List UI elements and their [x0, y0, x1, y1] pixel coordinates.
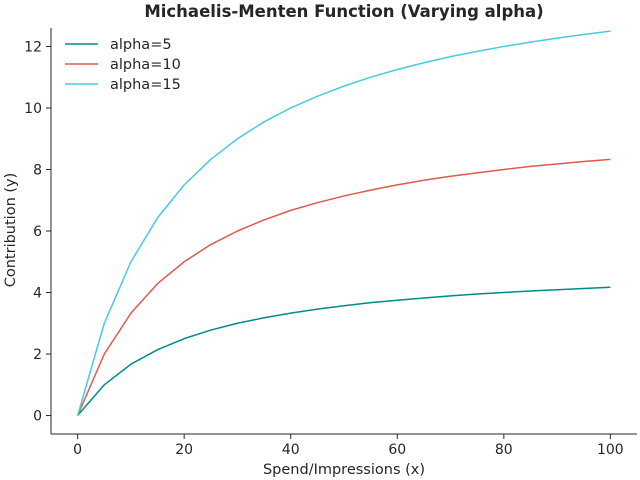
plot-area: 0 20 40 60 80 100 0 2 4 6 8 10 12	[24, 28, 637, 458]
legend-label: alpha=10	[110, 57, 181, 73]
chart-title: Michaelis-Menten Function (Varying alpha…	[144, 2, 543, 21]
legend-label: alpha=15	[110, 77, 181, 93]
legend: alpha=5 alpha=10 alpha=15	[65, 37, 181, 93]
series-line	[77, 286, 611, 417]
x-tick-label: 100	[597, 442, 624, 458]
x-axis-label: Spend/Impressions (x)	[263, 462, 425, 478]
y-tick-label: 10	[24, 101, 42, 117]
x-tick-label: 0	[73, 442, 82, 458]
y-tick-label: 2	[33, 347, 42, 363]
y-axis-label: Contribution (y)	[3, 173, 19, 288]
y-tick-label: 0	[33, 409, 42, 425]
legend-label: alpha=5	[110, 37, 172, 53]
y-tick-label: 12	[24, 39, 42, 55]
x-tick-label: 20	[175, 442, 193, 458]
y-tick-label: 8	[33, 162, 42, 178]
x-tick-label: 40	[282, 442, 300, 458]
y-tick-label: 4	[33, 286, 42, 302]
series-line	[76, 158, 611, 416]
x-tick-label: 80	[495, 442, 513, 458]
y-tick-label: 6	[33, 224, 42, 240]
x-tick-label: 60	[388, 442, 406, 458]
series-line	[76, 30, 611, 416]
